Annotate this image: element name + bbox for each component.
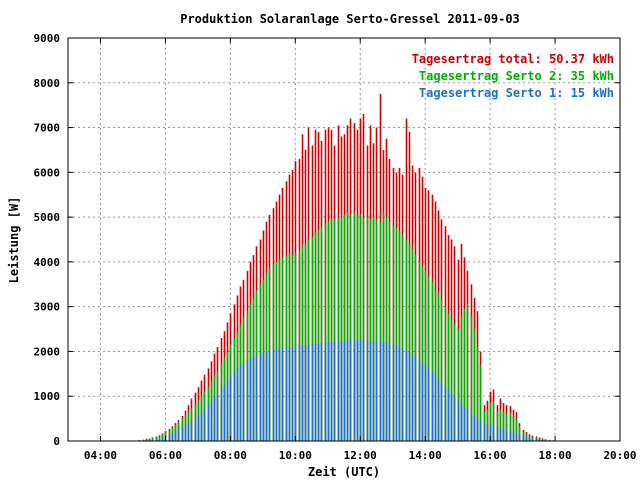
y-axis-label: Leistung [W] (7, 197, 21, 284)
series-1 (135, 93, 557, 441)
y-tick-label: 4000 (34, 256, 61, 269)
x-axis: 04:00 06:00 08:00 10:00 12:00 14:00 16:00 18:00… (84, 38, 637, 462)
x-tick-label: 08:00 (214, 449, 247, 462)
series-3 (135, 339, 557, 441)
legend-entry: Tagesertrag Serto 2: 35 kWh (419, 69, 614, 83)
legend-entry: Tagesertrag Serto 1: 15 kWh (419, 86, 614, 100)
y-tick-label: 7000 (34, 122, 61, 135)
y-axis: 0 1000 2000 3000 4000 5000 6000 7000 8000 9000 (34, 32, 620, 448)
y-tick-label: 8000 (34, 77, 61, 90)
y-tick-label: 1000 (34, 390, 61, 403)
x-tick-label: 10:00 (279, 449, 312, 462)
x-tick-label: 20:00 (603, 449, 636, 462)
y-tick-label: 0 (53, 435, 60, 448)
chart-title: Produktion Solaranlage Serto-Gressel 201… (180, 12, 520, 26)
legend-entry: Tagesertrag total: 50.37 kWh (412, 52, 614, 66)
x-tick-label: 14:00 (409, 449, 442, 462)
y-tick-label: 6000 (34, 166, 61, 179)
y-tick-label: 9000 (34, 32, 61, 45)
x-axis-label: Zeit (UTC) (308, 465, 380, 479)
y-tick-label: 5000 (34, 211, 61, 224)
plot-frame (67, 37, 621, 442)
x-tick-label: 16:00 (474, 449, 507, 462)
series-2 (135, 212, 557, 441)
y-tick-label: 2000 (34, 345, 61, 358)
x-tick-label: 06:00 (149, 449, 182, 462)
bars (135, 93, 557, 441)
x-tick-label: 12:00 (344, 449, 377, 462)
y-tick-label: 3000 (34, 301, 61, 314)
x-tick-label: 04:00 (84, 449, 117, 462)
legend: Tagesertrag total: 50.37 kWh Tagesertrag … (412, 52, 614, 100)
x-tick-label: 18:00 (538, 449, 571, 462)
